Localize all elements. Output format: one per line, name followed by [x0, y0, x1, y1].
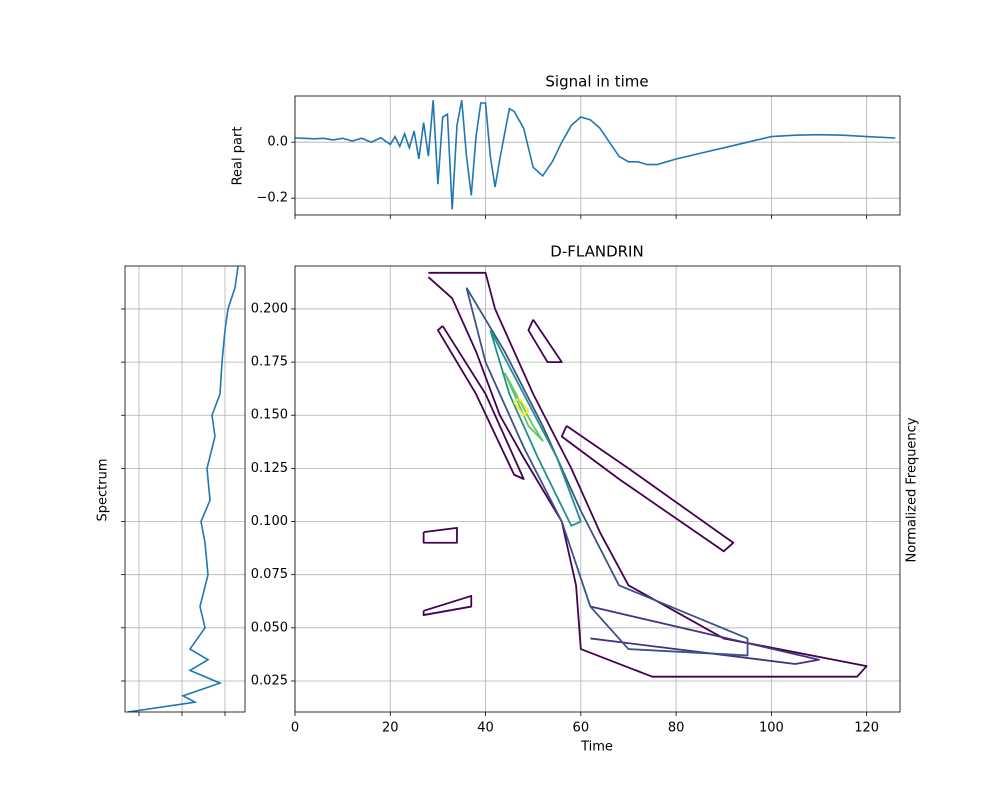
contour-line: [560, 425, 735, 553]
tfr-ylabel: Normalized Frequency: [905, 417, 920, 562]
contour-line: [422, 527, 458, 544]
contour-line: [590, 605, 820, 665]
y-tick-label: 0.0: [267, 135, 288, 150]
y-tick-label: 0.100: [251, 514, 288, 529]
x-tick-label: 80: [668, 721, 685, 736]
contour-line: [427, 271, 868, 678]
y-tick-label: 0.075: [251, 567, 288, 582]
x-tick-label: 40: [477, 721, 494, 736]
y-tick-label: 0.175: [251, 355, 288, 370]
signal-title: Signal in time: [545, 73, 648, 91]
contour-line: [422, 595, 473, 616]
contour-line: [465, 287, 749, 657]
y-tick-label: −0.2: [256, 191, 288, 206]
signal-line: [295, 100, 896, 210]
contour-line: [527, 319, 563, 363]
y-tick-label: 0.050: [251, 620, 288, 635]
axes-frame: [124, 265, 246, 713]
tfr-title: D-FLANDRIN: [550, 243, 643, 261]
y-tick-label: 0.125: [251, 461, 288, 476]
x-tick-label: 60: [573, 721, 590, 736]
spectrum-line: [127, 266, 239, 712]
spectrum-ylabel: Spectrum: [96, 459, 111, 522]
y-tick-label: 0.025: [251, 673, 288, 688]
y-tick-label: 0.200: [251, 301, 288, 316]
x-tick-label: 100: [759, 721, 784, 736]
contour-line: [437, 325, 525, 480]
tfr-xlabel: Time: [580, 740, 613, 755]
contour-line: [503, 372, 544, 442]
signal-ylabel: Real part: [231, 127, 246, 186]
x-tick-label: 0: [291, 721, 299, 736]
contour-line: [489, 329, 582, 527]
contour-line: [513, 397, 530, 417]
axes-frame: [294, 95, 901, 216]
axes-frame: [294, 265, 901, 713]
x-tick-label: 120: [854, 721, 879, 736]
y-tick-label: 0.150: [251, 408, 288, 423]
x-tick-label: 20: [382, 721, 399, 736]
